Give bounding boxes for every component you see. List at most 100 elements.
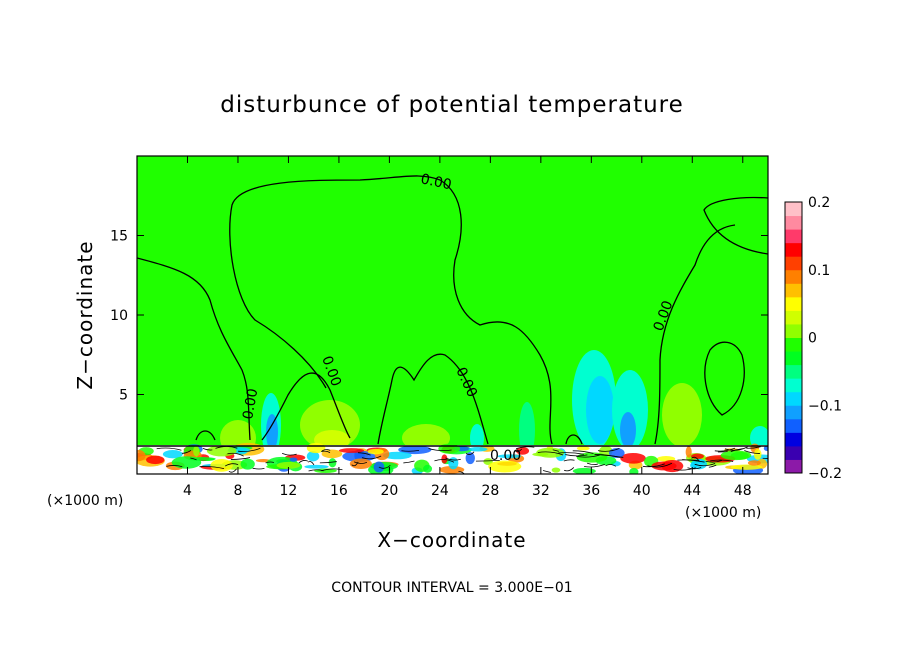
colorbar-swatch xyxy=(785,229,802,244)
x-tick-label: 28 xyxy=(481,483,499,499)
turbulence-patch xyxy=(483,458,493,466)
turbulence-patch xyxy=(210,459,233,472)
turbulence-contour xyxy=(403,460,415,464)
turbulence-contour xyxy=(307,461,315,466)
turbulence-contour xyxy=(190,457,197,461)
colorbar xyxy=(784,201,803,474)
turbulence-contour xyxy=(515,446,535,450)
chart-title: disturbunce of potential temperature xyxy=(220,92,684,118)
turbulence-contour xyxy=(475,459,500,462)
turbulence-contour xyxy=(224,463,239,467)
turbulence-contour xyxy=(705,460,723,463)
turbulence-contour xyxy=(708,464,717,468)
turbulence-patch xyxy=(367,448,384,455)
colorbar-tick-label: −0.1 xyxy=(808,398,842,414)
turbulence-contour xyxy=(647,462,673,468)
turbulence-contour xyxy=(762,457,768,459)
turbulence-contour xyxy=(357,452,371,456)
turbulence-patch xyxy=(468,446,488,452)
colorbar-swatch xyxy=(785,296,802,311)
turbulence-patch xyxy=(146,455,165,465)
turbulence-patch xyxy=(753,448,762,460)
colorbar-swatch xyxy=(785,310,802,325)
turbulence-patch xyxy=(572,467,596,474)
colorbar-tick-label: 0.2 xyxy=(808,195,830,211)
turbulence-patch xyxy=(255,459,271,463)
turbulence-patch xyxy=(240,458,255,470)
turbulence-contour xyxy=(537,451,564,456)
turbulence-patch xyxy=(465,452,475,465)
turbulence-patch xyxy=(685,446,692,458)
turbulence-patch xyxy=(488,460,522,473)
turbulence-patch xyxy=(276,461,301,469)
turbulence-contour xyxy=(378,464,391,469)
turbulence-patch xyxy=(720,450,752,461)
turbulence-patch xyxy=(747,460,761,466)
turbulence-contour xyxy=(230,457,251,460)
turbulence-contour xyxy=(552,449,559,452)
turbulence-contour xyxy=(202,448,213,451)
turbulence-contour xyxy=(227,452,244,457)
turbulence-contour xyxy=(673,467,696,471)
colorbar-swatch xyxy=(785,202,802,217)
turbulence-contour xyxy=(563,467,575,472)
turbulence-contour xyxy=(744,450,761,454)
colorbar-swatch xyxy=(785,405,802,420)
turbulence-patch xyxy=(536,447,565,458)
turbulence-patch xyxy=(304,464,329,469)
turbulence-patch xyxy=(382,451,412,460)
colorbar-swatch xyxy=(785,459,802,474)
turbulence-patch xyxy=(193,445,200,457)
cool-cell xyxy=(519,402,535,458)
turbulence-contour xyxy=(199,466,225,470)
turbulence-patch xyxy=(448,457,459,470)
colorbar-swatch xyxy=(785,269,802,284)
turbulence-patch xyxy=(730,464,763,470)
x-unit-label: (×1000 m) xyxy=(685,505,761,521)
turbulence-contour xyxy=(428,448,452,452)
x-axis-ticks: 4 8 12 16 20 24 28 32 36 40 44 48 xyxy=(183,156,752,499)
x-tick-label: 48 xyxy=(734,483,752,499)
turbulence-contour xyxy=(319,461,337,464)
turbulence-patch xyxy=(691,453,704,459)
turbulence-contour xyxy=(746,446,761,449)
x-tick-label: 40 xyxy=(633,483,651,499)
y-tick-label: 10 xyxy=(110,308,128,324)
turbulence-contour xyxy=(166,465,183,468)
boundary-layer-blobs xyxy=(137,442,768,474)
colorbar-swatch xyxy=(785,242,802,257)
turbulence-contour xyxy=(714,447,736,452)
plot-area: 0.00 0.00 0.00 0.00 0.00 0.00 xyxy=(137,156,768,474)
x-tick-label: 16 xyxy=(330,483,348,499)
turbulence-patch xyxy=(306,451,320,462)
y-tick-label: 5 xyxy=(119,388,128,404)
colorbar-tick-label: −0.2 xyxy=(808,466,842,482)
colorbar-labels: 0.2 0.1 0 −0.1 −0.2 xyxy=(808,195,842,482)
turbulence-patch xyxy=(497,454,522,459)
contour-interval-note: CONTOUR INTERVAL = 3.000E−01 xyxy=(331,580,572,596)
colorbar-swatch xyxy=(785,283,802,298)
turbulence-patch xyxy=(576,446,590,451)
turbulence-patch xyxy=(328,458,337,468)
turbulence-contour xyxy=(558,452,584,455)
turbulence-patch xyxy=(515,446,530,455)
cool-cell-core xyxy=(620,412,636,448)
contour-line xyxy=(377,353,489,445)
turbulence-contour xyxy=(321,450,331,453)
turbulence-contour xyxy=(465,451,475,455)
colorbar-swatch xyxy=(785,378,802,393)
colorbar-swatch xyxy=(785,323,802,338)
boundary-layer xyxy=(137,442,768,474)
contour-label: 0.00 xyxy=(419,171,453,193)
x-tick-label: 12 xyxy=(280,483,298,499)
colorbar-swatch xyxy=(785,432,802,447)
turbulence-contour xyxy=(514,448,523,452)
turbulence-contour xyxy=(642,463,665,468)
colorbar-tick-label: 0 xyxy=(808,331,817,347)
turbulence-patch xyxy=(398,445,432,455)
x-tick-label: 24 xyxy=(431,483,449,499)
contour-line xyxy=(229,175,553,445)
turbulence-patch xyxy=(629,467,639,474)
x-tick-label: 20 xyxy=(380,483,398,499)
